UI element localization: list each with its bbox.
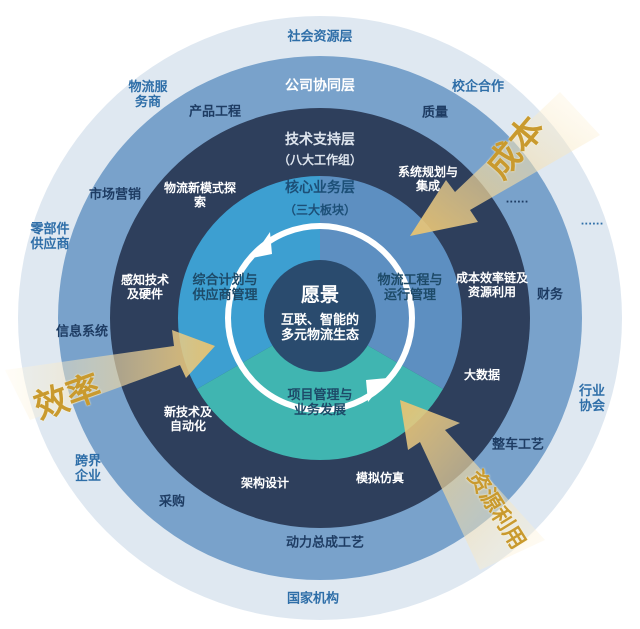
company-item: 市场营销 (88, 187, 142, 203)
core-item: 物流工程与 运行管理 (377, 273, 443, 303)
cost-arrow-icon (410, 92, 600, 236)
social-item: 跨界 企业 (74, 454, 102, 484)
tech-item: 大数据 (463, 368, 501, 383)
tech-layer-title: 技术支持层 (285, 131, 355, 148)
core-item: 综合计划与 供应商管理 (192, 273, 258, 303)
social-item: 信息系统 (55, 324, 109, 340)
tech-item: 新技术及 自动化 (163, 405, 213, 433)
vision-text: 互联、智能的 多元物流生态 (280, 313, 360, 343)
social-item: 校企合作 (451, 79, 505, 95)
core-item: 项目管理与 业务发展 (287, 388, 353, 418)
tech-item: 架构设计 (240, 476, 290, 491)
social-item: 物流服 务商 (128, 80, 168, 110)
resource-arrow-icon (400, 400, 545, 570)
efficiency-arrow-icon (5, 330, 215, 420)
tech-item: 系统规划与 集成 (397, 165, 459, 193)
cycle-arrowhead-icon (366, 378, 388, 402)
company-item: ...... (505, 194, 529, 206)
social-layer-title: 社会资源层 (287, 29, 353, 45)
company-item: 质量 (421, 105, 449, 121)
cycle-ring (225, 223, 415, 413)
company-item: 动力总成工艺 (285, 535, 365, 551)
vision-circle (264, 260, 376, 372)
core-layer-title: 核心业务层 (285, 179, 355, 196)
company-item: 财务 (536, 287, 564, 303)
tech-item: 模拟仿真 (355, 471, 405, 486)
social-item: 零部件 供应商 (30, 222, 70, 252)
company-item: 产品工程 (188, 104, 242, 120)
company-layer-title: 公司协同层 (285, 77, 355, 94)
cycle-arrowhead-icon (252, 232, 272, 258)
social-item: 国家机构 (286, 591, 340, 607)
core-layer-subtitle: （三大板块） (283, 203, 357, 218)
tech-item: 物流新模式探索 (163, 181, 237, 209)
core-sector-bottom (197, 318, 443, 461)
social-item: 行业 协会 (578, 384, 606, 414)
company-item: 整车工艺 (491, 437, 545, 453)
social-item: ...... (580, 216, 604, 228)
tech-item: 感知技术 及硬件 (120, 273, 170, 301)
vision-title: 愿景 (300, 284, 340, 307)
tech-layer-subtitle: （八大工作组） (277, 153, 363, 168)
tech-item: 成本效率链及 资源利用 (455, 271, 529, 299)
company-item: 采购 (158, 494, 186, 510)
